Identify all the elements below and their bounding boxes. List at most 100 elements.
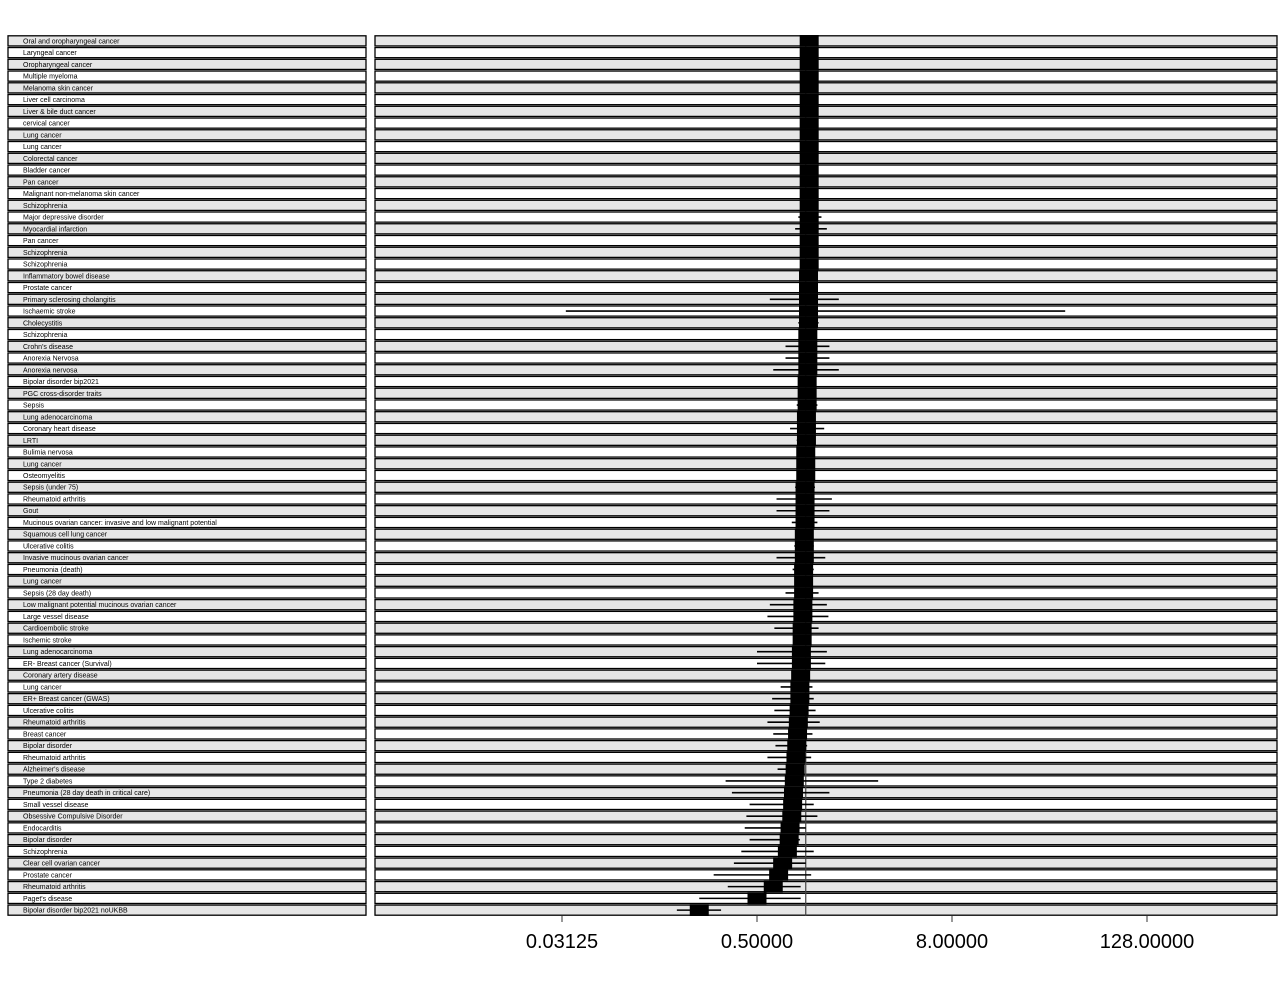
plot-row: [374, 258, 1278, 270]
x-tick-label: 0.03125: [526, 931, 598, 953]
plot-row: [374, 140, 1278, 153]
point-estimate: [783, 798, 803, 811]
point-estimate: [799, 316, 819, 329]
row-label: Coronary heart disease: [23, 426, 96, 433]
label-row: [7, 105, 367, 118]
plot-row: [374, 857, 1278, 869]
label-row: [7, 422, 367, 435]
row-label: Inflammatory bowel disease: [23, 273, 110, 280]
plot-row: [374, 46, 1278, 59]
label-row: [7, 35, 367, 47]
point-estimate: [799, 35, 819, 47]
plot-row: [374, 375, 1278, 388]
point-estimate: [785, 763, 805, 776]
label-row: [7, 46, 367, 59]
row-label: Obsessive Compulsive Disorder: [23, 814, 123, 821]
point-estimate: [793, 610, 813, 623]
label-row: [7, 58, 367, 71]
plot-row: [374, 105, 1278, 118]
label-row: [7, 152, 367, 165]
point-estimate: [773, 857, 793, 870]
point-estimate: [796, 422, 816, 435]
row-label: cervical cancer: [23, 121, 70, 128]
point-estimate: [792, 622, 812, 635]
row-label: Colorectal cancer: [23, 156, 78, 163]
x-axis: 0.03125 0.50000 8.00000 128.00000: [526, 916, 1194, 953]
row-label: Schizophrenia: [23, 332, 67, 339]
row-label: Alzheimer's disease: [23, 767, 85, 774]
point-estimate: [799, 140, 819, 153]
plot-row: [374, 880, 1278, 893]
plot-row: [374, 281, 1278, 294]
plot-row: [374, 575, 1278, 587]
row-label: Ulcerative colitis: [23, 708, 74, 715]
row-label: Coronary artery disease: [23, 673, 98, 680]
point-estimate: [796, 457, 816, 470]
plot-row: [374, 716, 1278, 728]
point-estimate: [797, 387, 817, 400]
label-row: [7, 469, 367, 482]
row-label: Schizophrenia: [23, 203, 67, 210]
row-label: Squamous cell lung cancer: [23, 532, 108, 539]
row-label: Lung adenocarcinoma: [23, 649, 92, 656]
row-label: Bipolar disorder bip2021 noUKBB: [23, 908, 128, 915]
point-estimate: [798, 363, 818, 376]
point-estimate: [799, 211, 819, 223]
point-estimate: [777, 845, 797, 858]
row-label: Schizophrenia: [23, 849, 67, 856]
plot-row: [374, 152, 1278, 165]
point-estimate: [784, 775, 804, 787]
row-label: Sepsis (28 day death): [23, 590, 91, 597]
label-row: [7, 70, 367, 82]
point-estimate: [794, 528, 814, 541]
row-label: Ulcerative colitis: [23, 543, 74, 550]
row-label: Schizophrenia: [23, 250, 67, 257]
row-label: Type 2 diabetes: [23, 778, 73, 785]
label-row: [7, 411, 367, 423]
point-estimate: [782, 810, 802, 823]
label-row: [7, 270, 367, 282]
point-estimate: [779, 833, 799, 846]
row-label: Anorexia nervosa: [23, 367, 78, 374]
label-row: [7, 892, 367, 905]
plot-row: [374, 810, 1278, 822]
label-row: [7, 634, 367, 646]
row-label: Oral and oropharyngeal cancer: [23, 38, 120, 45]
label-row: [7, 317, 367, 329]
row-label: Crohn's disease: [23, 344, 73, 351]
point-estimate: [799, 293, 819, 306]
row-label: Liver & bile duct cancer: [23, 109, 96, 116]
row-label: Lung cancer: [23, 684, 62, 691]
point-estimate: [799, 152, 819, 165]
label-row: [7, 575, 367, 587]
row-label: Paget's disease: [23, 896, 72, 903]
row-label: Malignant non-melanoma skin cancer: [23, 191, 140, 198]
label-row: [7, 598, 367, 611]
point-estimate: [780, 822, 800, 834]
point-estimate: [799, 281, 819, 294]
row-label: Primary sclerosing cholangitis: [23, 297, 116, 304]
label-row: [7, 751, 367, 764]
point-estimate: [793, 598, 813, 611]
row-label: Invasive mucinous ovarian cancer: [23, 555, 129, 562]
label-row: [7, 763, 367, 775]
row-label: Pan cancer: [23, 179, 59, 186]
point-estimate: [799, 128, 819, 141]
label-row: [7, 563, 367, 576]
label-row: [7, 446, 367, 458]
row-label: Lung cancer: [23, 144, 62, 151]
plot-row: [374, 328, 1278, 341]
plot-row: [374, 739, 1278, 752]
plot-row: [374, 211, 1278, 223]
point-estimate: [794, 551, 814, 564]
plot-row: [374, 540, 1278, 552]
label-row: [7, 540, 367, 552]
row-label: Prostate cancer: [23, 872, 73, 879]
plot-row: [374, 587, 1278, 599]
point-estimate: [790, 681, 810, 693]
row-label: Low malignant potential mucinous ovarian…: [23, 602, 177, 609]
label-row: [7, 399, 367, 411]
row-label: Major depressive disorder: [23, 215, 104, 222]
row-label: Bipolar disorder bip2021: [23, 379, 99, 386]
